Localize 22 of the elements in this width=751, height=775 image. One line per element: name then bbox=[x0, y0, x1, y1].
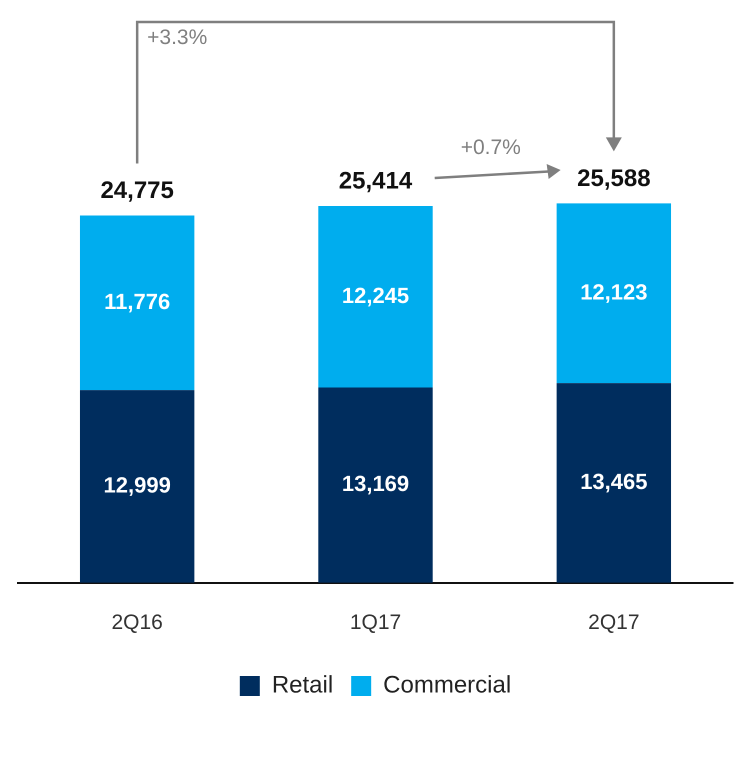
bar bbox=[318, 206, 433, 388]
x-tick-label: 2Q17 bbox=[588, 611, 640, 634]
text: +0.7% bbox=[460, 136, 521, 160]
total-label: 25,414 bbox=[338, 168, 413, 195]
data-label: 13,465 bbox=[580, 469, 648, 494]
data-label: 12,999 bbox=[104, 472, 171, 498]
x-tick-label: 1Q17 bbox=[350, 611, 402, 634]
total-label: 25,588 bbox=[577, 165, 651, 192]
bar bbox=[556, 383, 672, 583]
legend-label: Commercial bbox=[383, 672, 512, 699]
data-label: 12,245 bbox=[342, 282, 410, 308]
text: +3.3% bbox=[147, 26, 208, 50]
legend-label: Retail bbox=[272, 672, 334, 699]
data-label: 13,169 bbox=[342, 471, 410, 496]
bar bbox=[80, 215, 194, 390]
data-label: 12,123 bbox=[580, 279, 648, 304]
x-tick-label: 2Q16 bbox=[111, 611, 163, 634]
data-label: 11,776 bbox=[104, 288, 170, 314]
bar bbox=[318, 388, 433, 583]
total-label: 24,775 bbox=[100, 177, 174, 204]
bar bbox=[556, 203, 672, 384]
bar bbox=[80, 390, 194, 583]
